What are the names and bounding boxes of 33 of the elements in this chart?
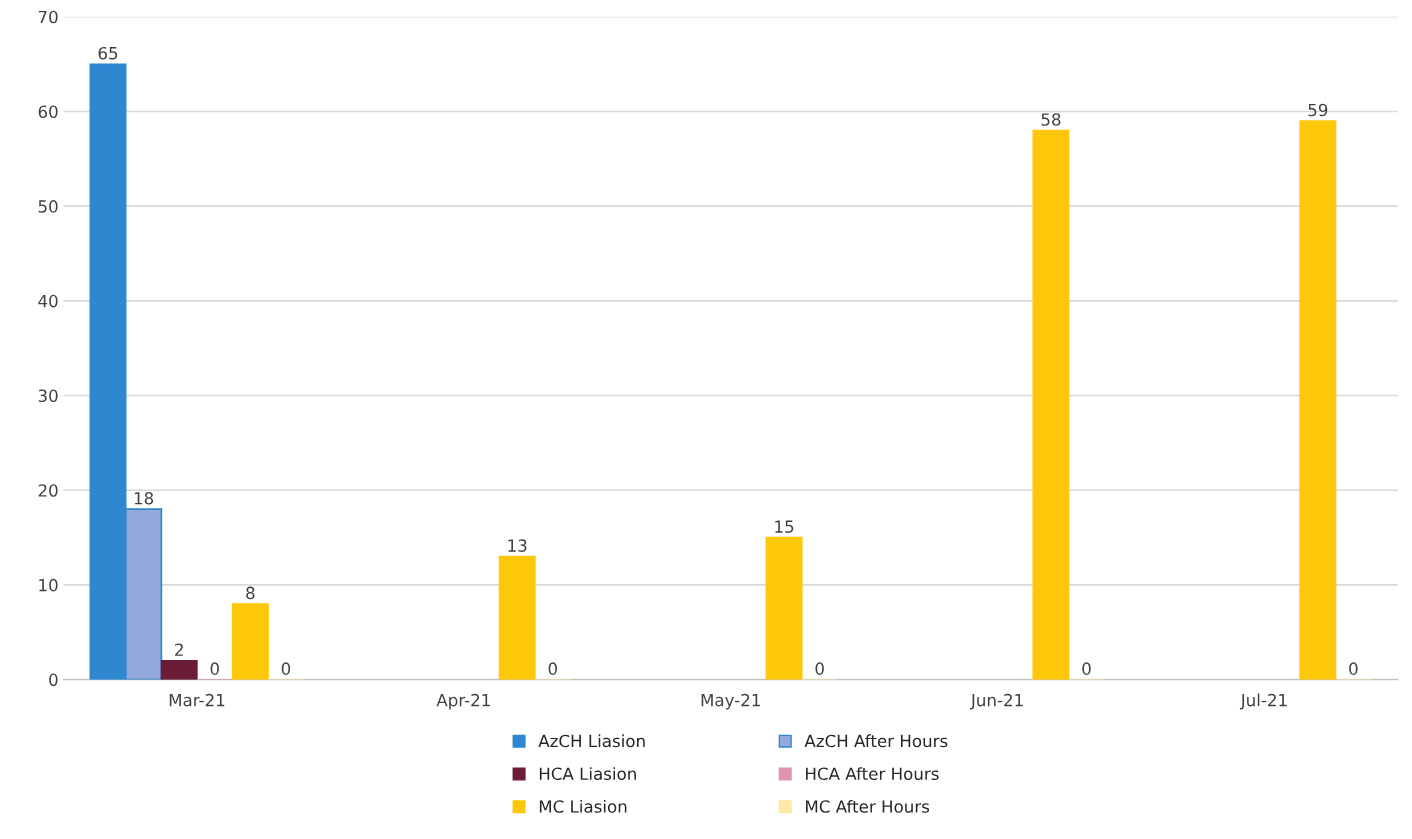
legend-label: MC Liasion	[539, 799, 627, 813]
data-label: 15	[775, 520, 794, 533]
y-tick-label: 40	[38, 294, 58, 308]
x-tick-label: Apr-21	[436, 693, 490, 710]
y-tick-label: 70	[38, 10, 58, 24]
data-label: 58	[1041, 113, 1061, 126]
data-label: 0	[281, 662, 291, 675]
y-tick-label: 10	[39, 578, 58, 592]
data-label: 0	[1349, 662, 1358, 675]
data-label: 0	[210, 662, 219, 675]
data-label: 0	[1082, 662, 1091, 675]
legend-label: MC After Hours	[806, 799, 930, 813]
x-tick-label: May-21	[701, 693, 760, 710]
y-tick-label: 30	[38, 389, 58, 403]
legend-label: AzCH After Hours	[804, 734, 948, 748]
y-tick-label: 20	[38, 484, 58, 497]
y-tick-label: 60	[38, 105, 58, 119]
data-label: 13	[508, 539, 527, 552]
legend-label: HCA After Hours	[806, 767, 939, 781]
x-tick-label: Jun-21	[970, 693, 1023, 710]
legend-label: AzCH Liasion	[538, 734, 645, 748]
data-label: 18	[134, 491, 154, 505]
data-label: 0	[548, 662, 557, 675]
y-tick-label: 50	[38, 200, 58, 213]
x-tick-label: Jul-21	[1239, 693, 1287, 710]
y-tick-label: 0	[49, 673, 58, 687]
data-label: 0	[815, 662, 824, 675]
x-tick-label: Mar-21	[169, 693, 225, 707]
data-label: 65	[98, 46, 118, 60]
data-label: 8	[246, 586, 255, 600]
legend-label: HCA Liasion	[539, 767, 636, 781]
data-label: 59	[1308, 103, 1328, 117]
data-label: 2	[175, 643, 183, 656]
